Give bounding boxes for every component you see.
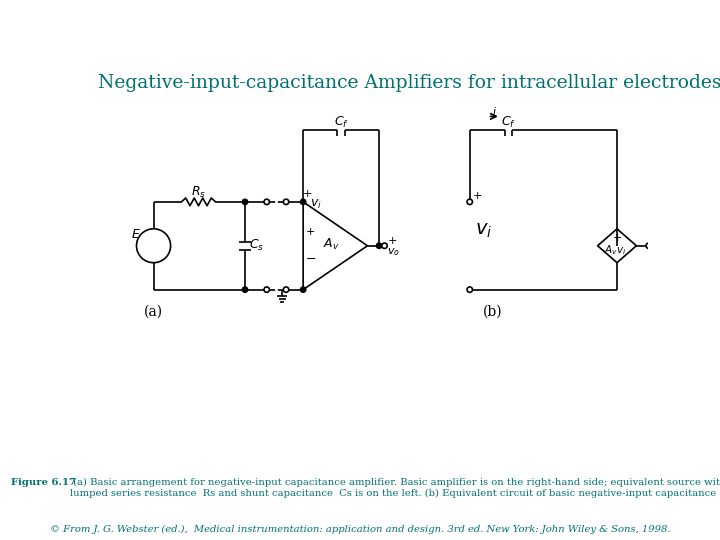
Text: $E_s$: $E_s$ xyxy=(131,227,145,242)
Circle shape xyxy=(467,199,472,205)
Text: (b): (b) xyxy=(483,304,503,318)
Circle shape xyxy=(243,199,248,205)
Text: $A_v$: $A_v$ xyxy=(323,237,340,252)
Text: Figure 6.17: Figure 6.17 xyxy=(11,478,76,487)
Text: +: + xyxy=(473,191,482,201)
Text: $v_o$: $v_o$ xyxy=(387,246,400,258)
Circle shape xyxy=(377,243,382,248)
Circle shape xyxy=(300,287,306,292)
Text: +: + xyxy=(302,189,312,199)
Circle shape xyxy=(264,199,269,205)
Text: +: + xyxy=(387,236,397,246)
Text: $i$: $i$ xyxy=(492,105,497,117)
Circle shape xyxy=(284,287,289,292)
Text: +: + xyxy=(612,233,621,243)
Circle shape xyxy=(284,199,289,205)
Text: $v_i$: $v_i$ xyxy=(310,198,321,212)
Circle shape xyxy=(467,287,472,292)
Text: $v_i$: $v_i$ xyxy=(475,221,492,240)
Text: $C_s$: $C_s$ xyxy=(249,238,264,253)
Circle shape xyxy=(243,287,248,292)
Text: (a): (a) xyxy=(144,304,163,318)
Text: $C_f$: $C_f$ xyxy=(501,115,516,130)
Circle shape xyxy=(264,287,269,292)
Circle shape xyxy=(646,243,652,248)
Text: $C_f$: $C_f$ xyxy=(333,115,348,130)
Circle shape xyxy=(300,199,306,205)
Text: −: − xyxy=(148,244,159,258)
Text: $R_s$: $R_s$ xyxy=(191,185,206,200)
Text: +: + xyxy=(306,227,315,237)
Text: Negative-input-capacitance Amplifiers for intracellular electrodes (cont.): Negative-input-capacitance Amplifiers fo… xyxy=(98,74,720,92)
Text: $A_v v_i$: $A_v v_i$ xyxy=(604,242,626,256)
Circle shape xyxy=(382,243,387,248)
Circle shape xyxy=(137,229,171,262)
Text: +: + xyxy=(148,234,159,247)
Text: −: − xyxy=(305,253,316,266)
Text: © From J. G. Webster (ed.),  Medical instrumentation: application and design. 3r: © From J. G. Webster (ed.), Medical inst… xyxy=(50,525,670,534)
Text: (a) Basic arrangement for negative-input capacitance amplifier. Basic amplifier : (a) Basic arrangement for negative-input… xyxy=(70,478,720,497)
